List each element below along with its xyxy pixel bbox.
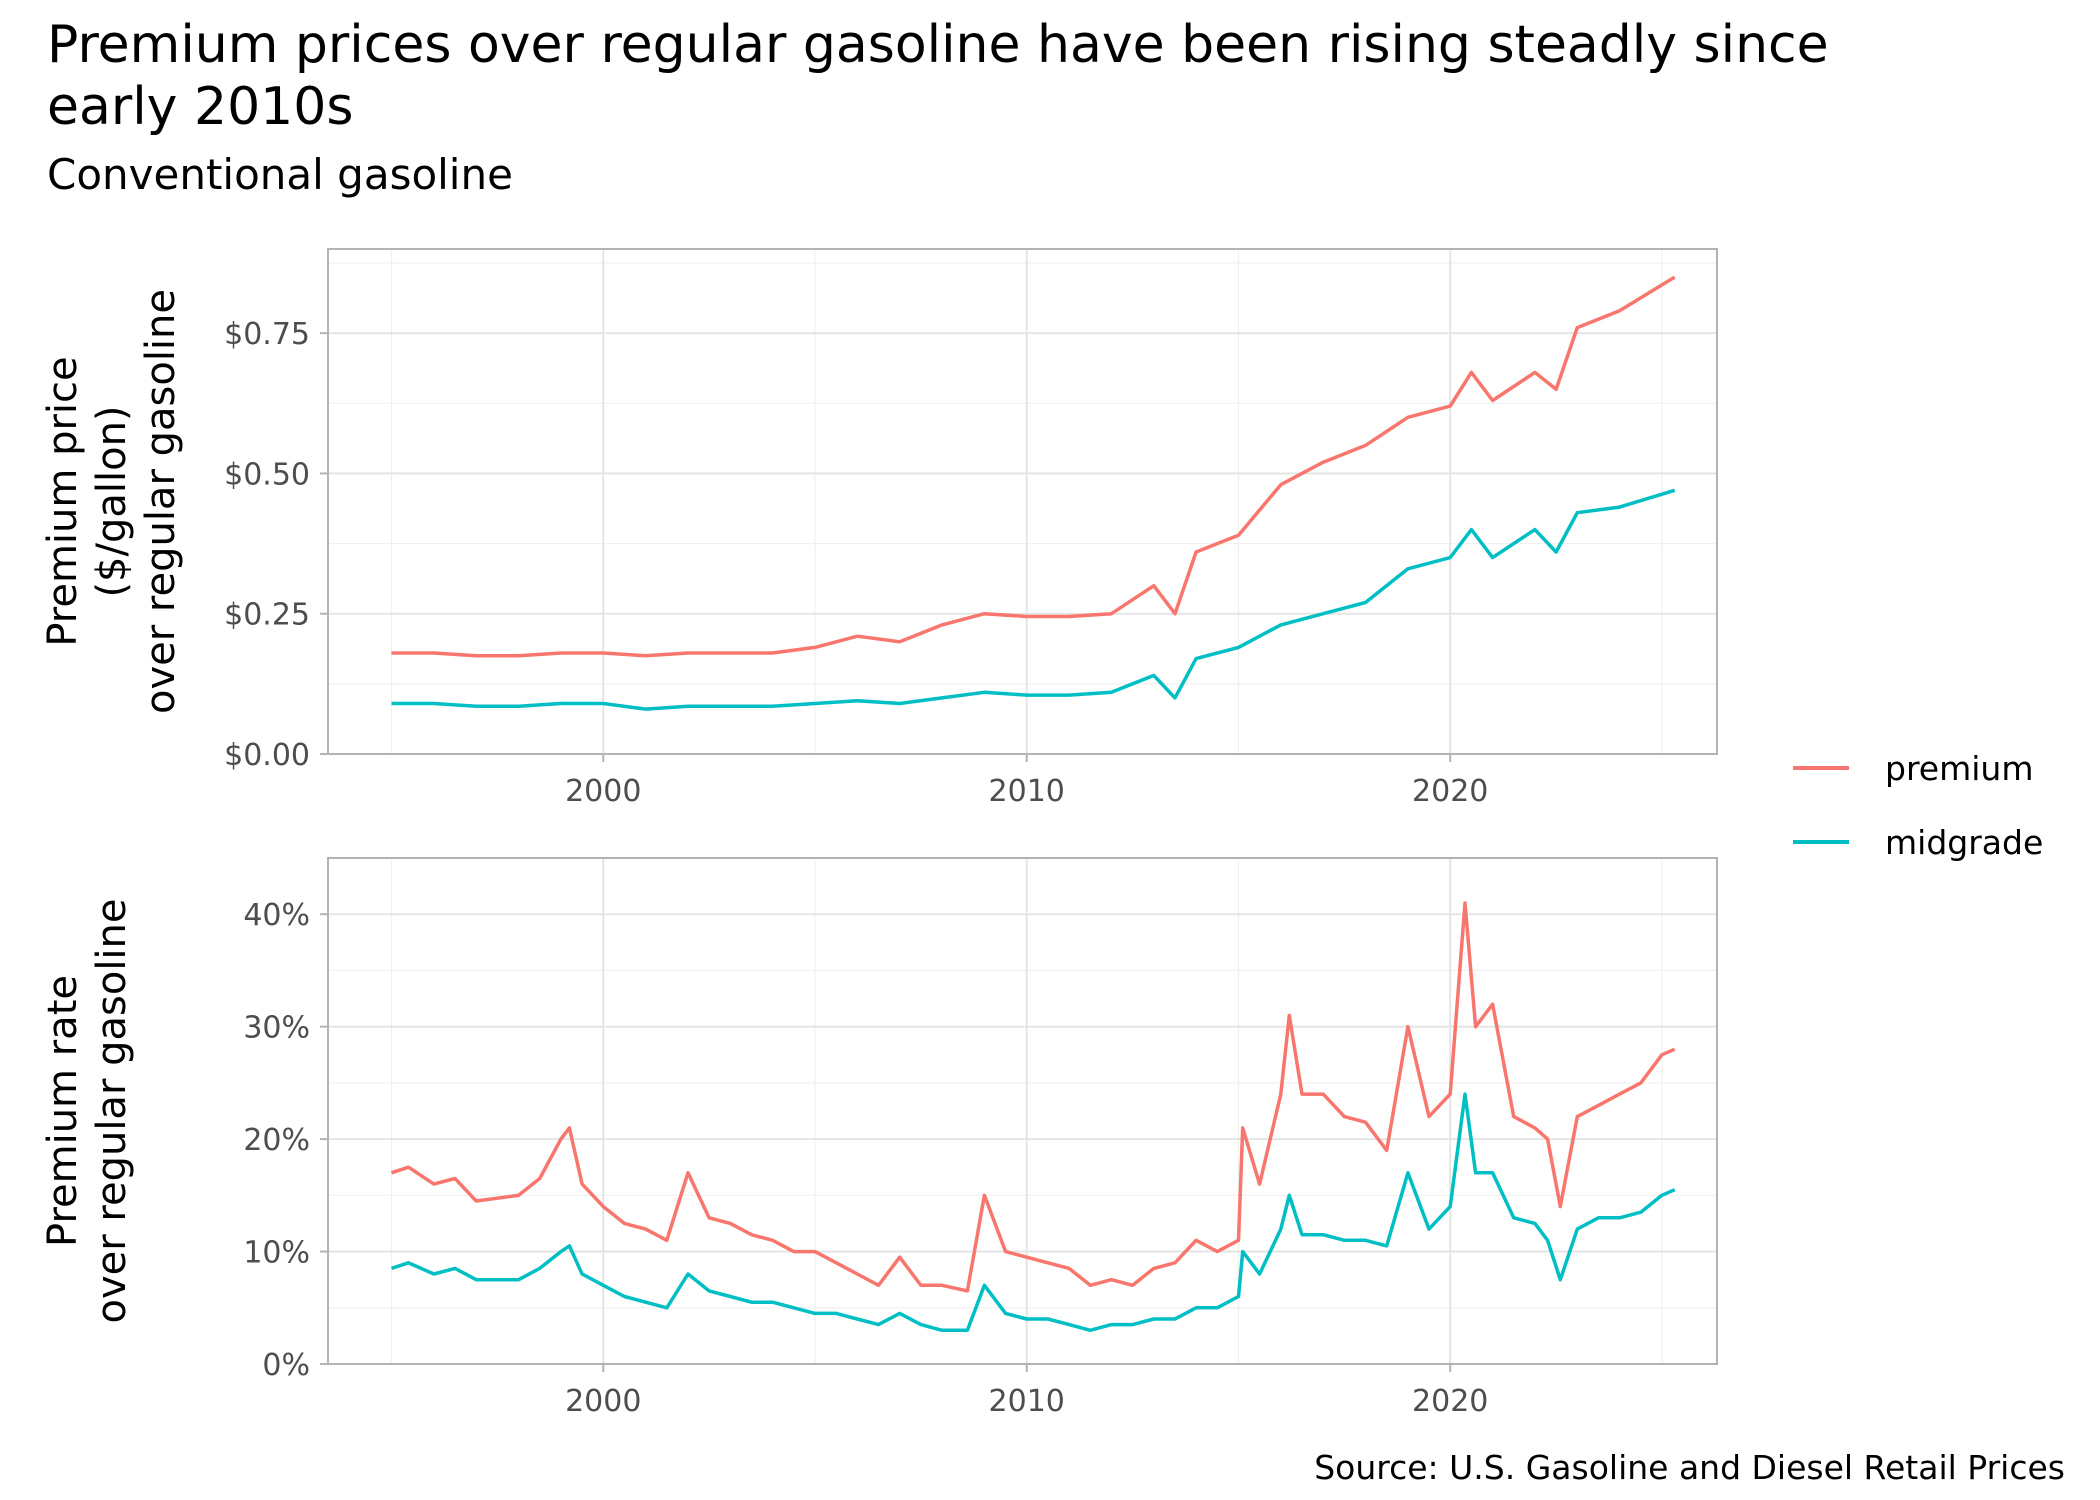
x-tick-label: 2020	[1412, 774, 1488, 809]
y-tick-label: $0.50	[224, 457, 310, 492]
y-tick-label: $0.75	[224, 317, 310, 352]
y-tick-label: 40%	[243, 898, 310, 933]
chart-subtitle: Conventional gasoline	[47, 150, 513, 199]
y-axis-title-line: over regular gasoline	[138, 289, 184, 714]
y-axis-title-line: over regular gasoline	[89, 898, 135, 1323]
panel-border	[327, 248, 1718, 755]
x-tick-label: 2010	[989, 1384, 1065, 1419]
panel-border	[327, 857, 1718, 1365]
chart-title: Premium prices over regular gasoline hav…	[47, 15, 1829, 137]
series-line-premium	[391, 275, 1676, 658]
x-tick-label: 2000	[565, 1384, 641, 1419]
panel-price: 2000 2010 2020 $0.00 $0.25 $0.50 $0.75 Premium …	[40, 248, 1718, 809]
series-line-premium	[390, 901, 1676, 1293]
y-tick-label: $0.00	[224, 738, 310, 773]
y-axis-title-line: ($/gallon)	[89, 405, 135, 597]
y-tick-label: 20%	[243, 1123, 310, 1158]
x-tick-label: 2000	[565, 774, 641, 809]
y-tick-label: 0%	[262, 1348, 310, 1383]
x-tick-label: 2010	[989, 774, 1065, 809]
source-caption: Source: U.S. Gasoline and Diesel Retail …	[1314, 1448, 2065, 1487]
y-tick-label: 10%	[243, 1236, 310, 1271]
y-tick-label: $0.25	[224, 598, 310, 633]
y-axis-title-line: Premium rate	[40, 975, 86, 1247]
legend-label-premium: premium	[1885, 749, 2033, 788]
legend: premium midgrade	[1793, 749, 2043, 862]
series-line-midgrade	[390, 1092, 1676, 1333]
series-line-midgrade	[391, 488, 1676, 711]
x-tick-label: 2020	[1412, 1384, 1488, 1419]
y-tick-label: 30%	[243, 1011, 310, 1046]
y-axis-title-line: Premium price	[40, 356, 86, 646]
panel-rate: 2000 2010 2020 0% 10% 20% 30% 40% Premium rate ov…	[40, 857, 1718, 1419]
legend-label-midgrade: midgrade	[1885, 823, 2043, 862]
